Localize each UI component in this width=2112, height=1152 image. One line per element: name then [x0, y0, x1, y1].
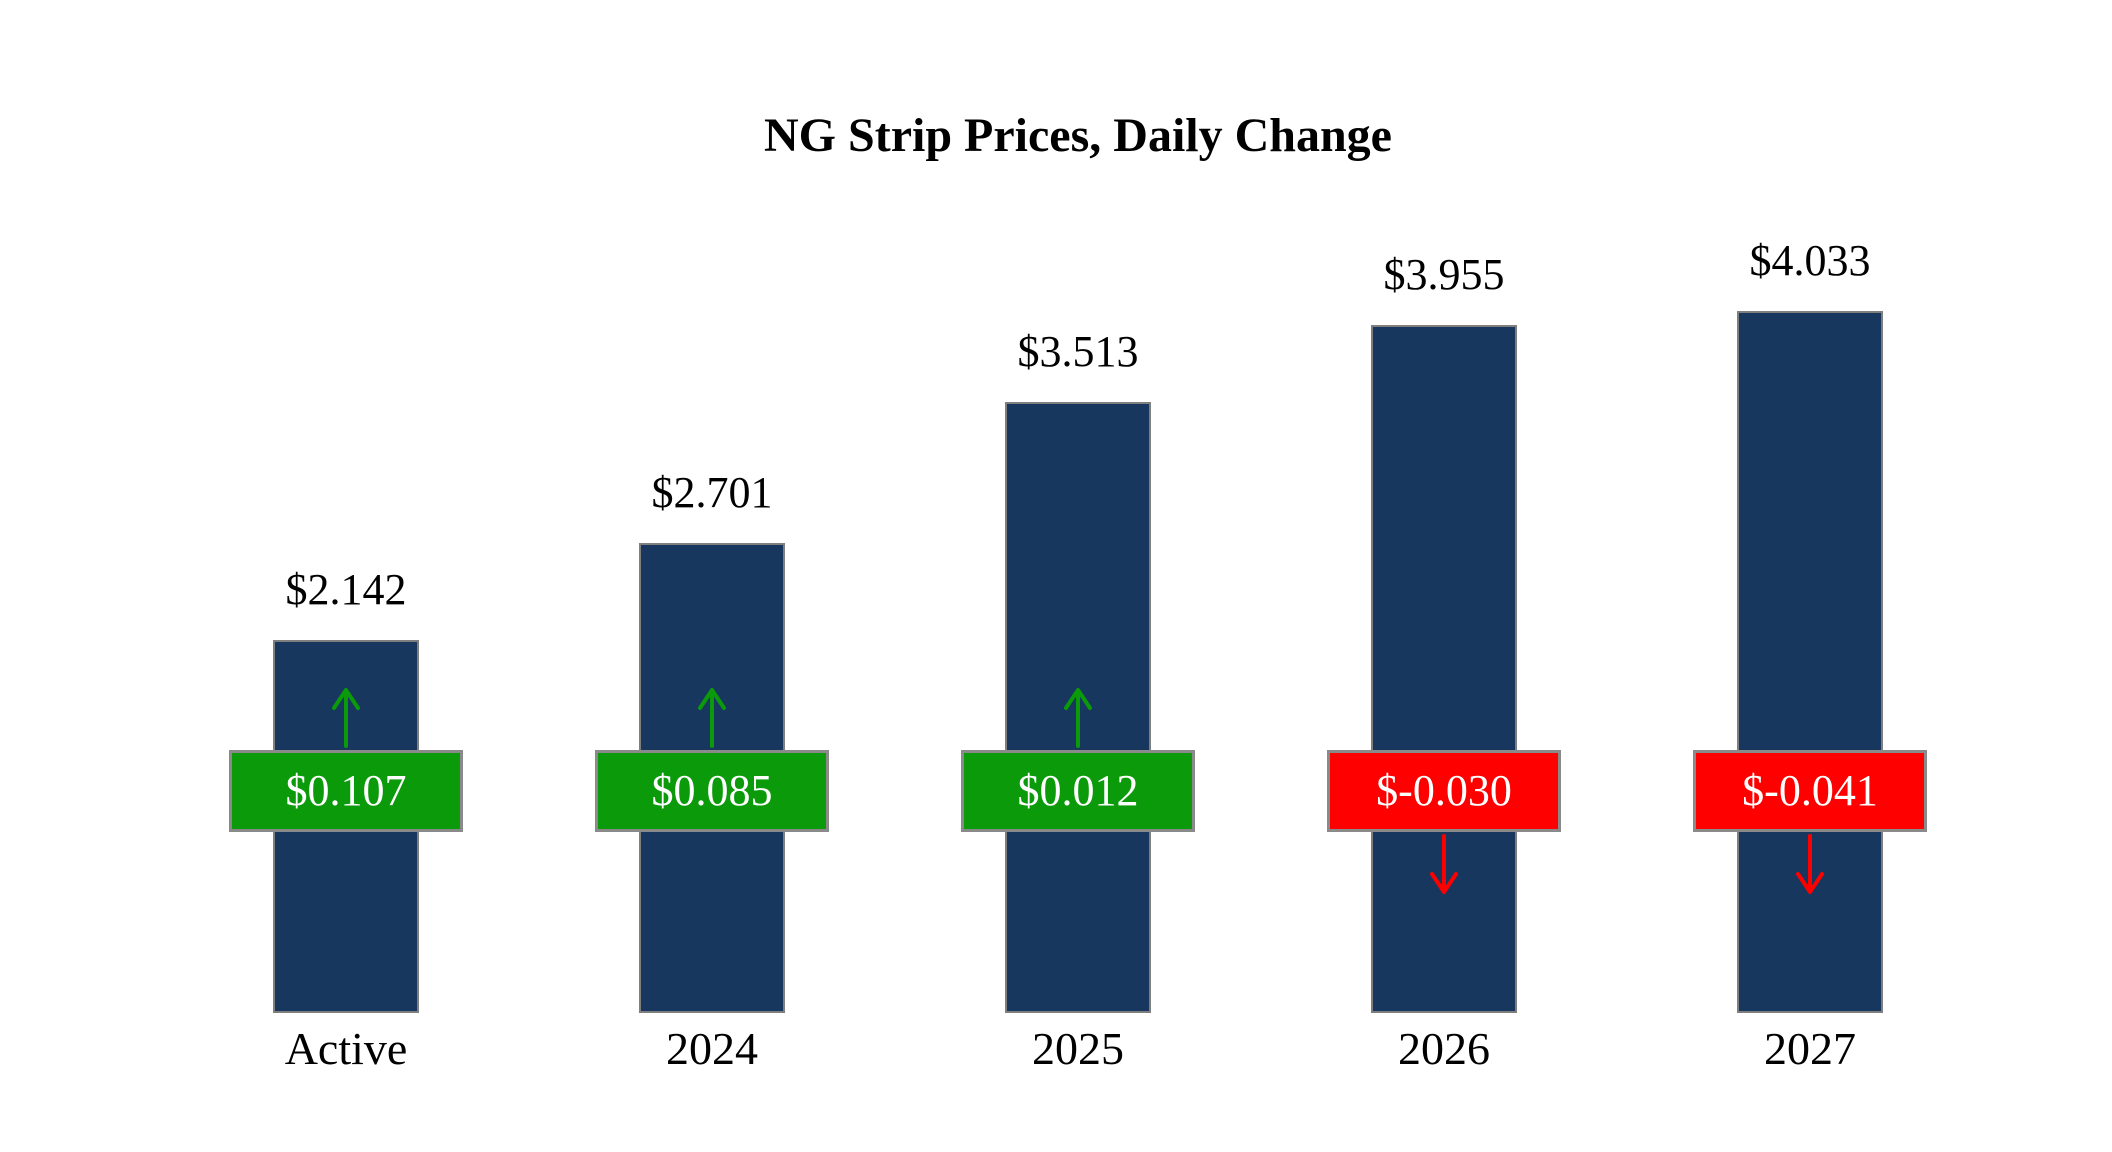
down-arrow-icon: [1426, 834, 1462, 901]
daily-change-badge: $-0.041: [1693, 750, 1927, 832]
chart-title: NG Strip Prices, Daily Change: [764, 109, 1392, 162]
category-label: 2024: [666, 1023, 758, 1074]
bar-value-label: $2.142: [285, 565, 407, 614]
daily-change-badge: $-0.030: [1327, 750, 1561, 832]
up-arrow-icon: [694, 686, 730, 753]
daily-change-badge: $0.085: [595, 750, 829, 832]
bar-value-label: $2.701: [651, 468, 773, 517]
daily-change-badge: $0.012: [961, 750, 1195, 832]
up-arrow-icon: [328, 686, 364, 753]
category-label: 2025: [1032, 1023, 1124, 1074]
category-label: 2026: [1398, 1023, 1490, 1074]
category-label: Active: [284, 1023, 408, 1074]
up-arrow-icon: [1060, 686, 1096, 753]
down-arrow-icon: [1792, 834, 1828, 901]
bar-value-label: $3.955: [1383, 250, 1505, 299]
bar: [1737, 311, 1883, 1013]
category-label: 2027: [1764, 1023, 1856, 1074]
bar-value-label: $3.513: [1017, 327, 1139, 376]
bar-value-label: $4.033: [1749, 236, 1871, 285]
bar: [1371, 325, 1517, 1013]
daily-change-badge: $0.107: [229, 750, 463, 832]
